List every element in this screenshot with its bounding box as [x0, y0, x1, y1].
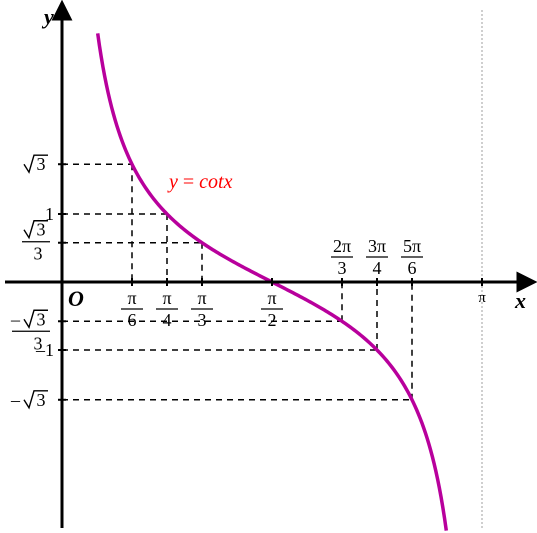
svg-text:4: 4 — [163, 310, 172, 330]
svg-text:3π: 3π — [368, 236, 386, 256]
svg-text:2: 2 — [268, 310, 277, 330]
function-label: y = cotx — [167, 171, 233, 193]
x-tick: π6 — [121, 278, 143, 330]
svg-text:3: 3 — [37, 390, 46, 410]
y-tick: 3 — [24, 154, 66, 174]
svg-text:π: π — [162, 288, 171, 308]
svg-text:3: 3 — [37, 154, 46, 174]
chart-svg: yxOy = cotxπ6π4π3π22π33π45π6π3133–33–1–3 — [0, 0, 537, 533]
y-axis-label: y — [41, 4, 54, 29]
svg-text:3: 3 — [338, 258, 347, 278]
svg-text:π: π — [267, 288, 276, 308]
x-tick: 5π6 — [401, 236, 423, 286]
x-tick: 3π4 — [366, 236, 388, 286]
x-axis-label: x — [514, 288, 526, 313]
svg-text:3: 3 — [37, 220, 46, 240]
y-tick: 33 — [22, 220, 66, 264]
svg-text:6: 6 — [128, 310, 137, 330]
svg-text:5π: 5π — [403, 236, 421, 256]
x-tick-pi: π — [478, 290, 486, 306]
svg-text:4: 4 — [373, 258, 382, 278]
svg-text:π: π — [127, 288, 136, 308]
x-tick: 2π3 — [331, 236, 353, 286]
svg-text:3: 3 — [34, 244, 43, 264]
svg-text:π: π — [197, 288, 206, 308]
x-tick: π3 — [191, 278, 213, 330]
y-tick: –3 — [10, 390, 66, 410]
x-tick: π4 — [156, 278, 178, 330]
cotangent-chart: yxOy = cotxπ6π4π3π22π33π45π6π3133–33–1–3 — [0, 0, 537, 533]
svg-text:–: – — [10, 309, 21, 329]
svg-text:3: 3 — [198, 310, 207, 330]
svg-text:3: 3 — [37, 309, 46, 329]
svg-text:–: – — [10, 390, 21, 410]
origin-label: O — [68, 286, 84, 311]
svg-text:6: 6 — [408, 258, 417, 278]
svg-text:2π: 2π — [333, 236, 351, 256]
svg-text:–1: –1 — [35, 340, 54, 360]
